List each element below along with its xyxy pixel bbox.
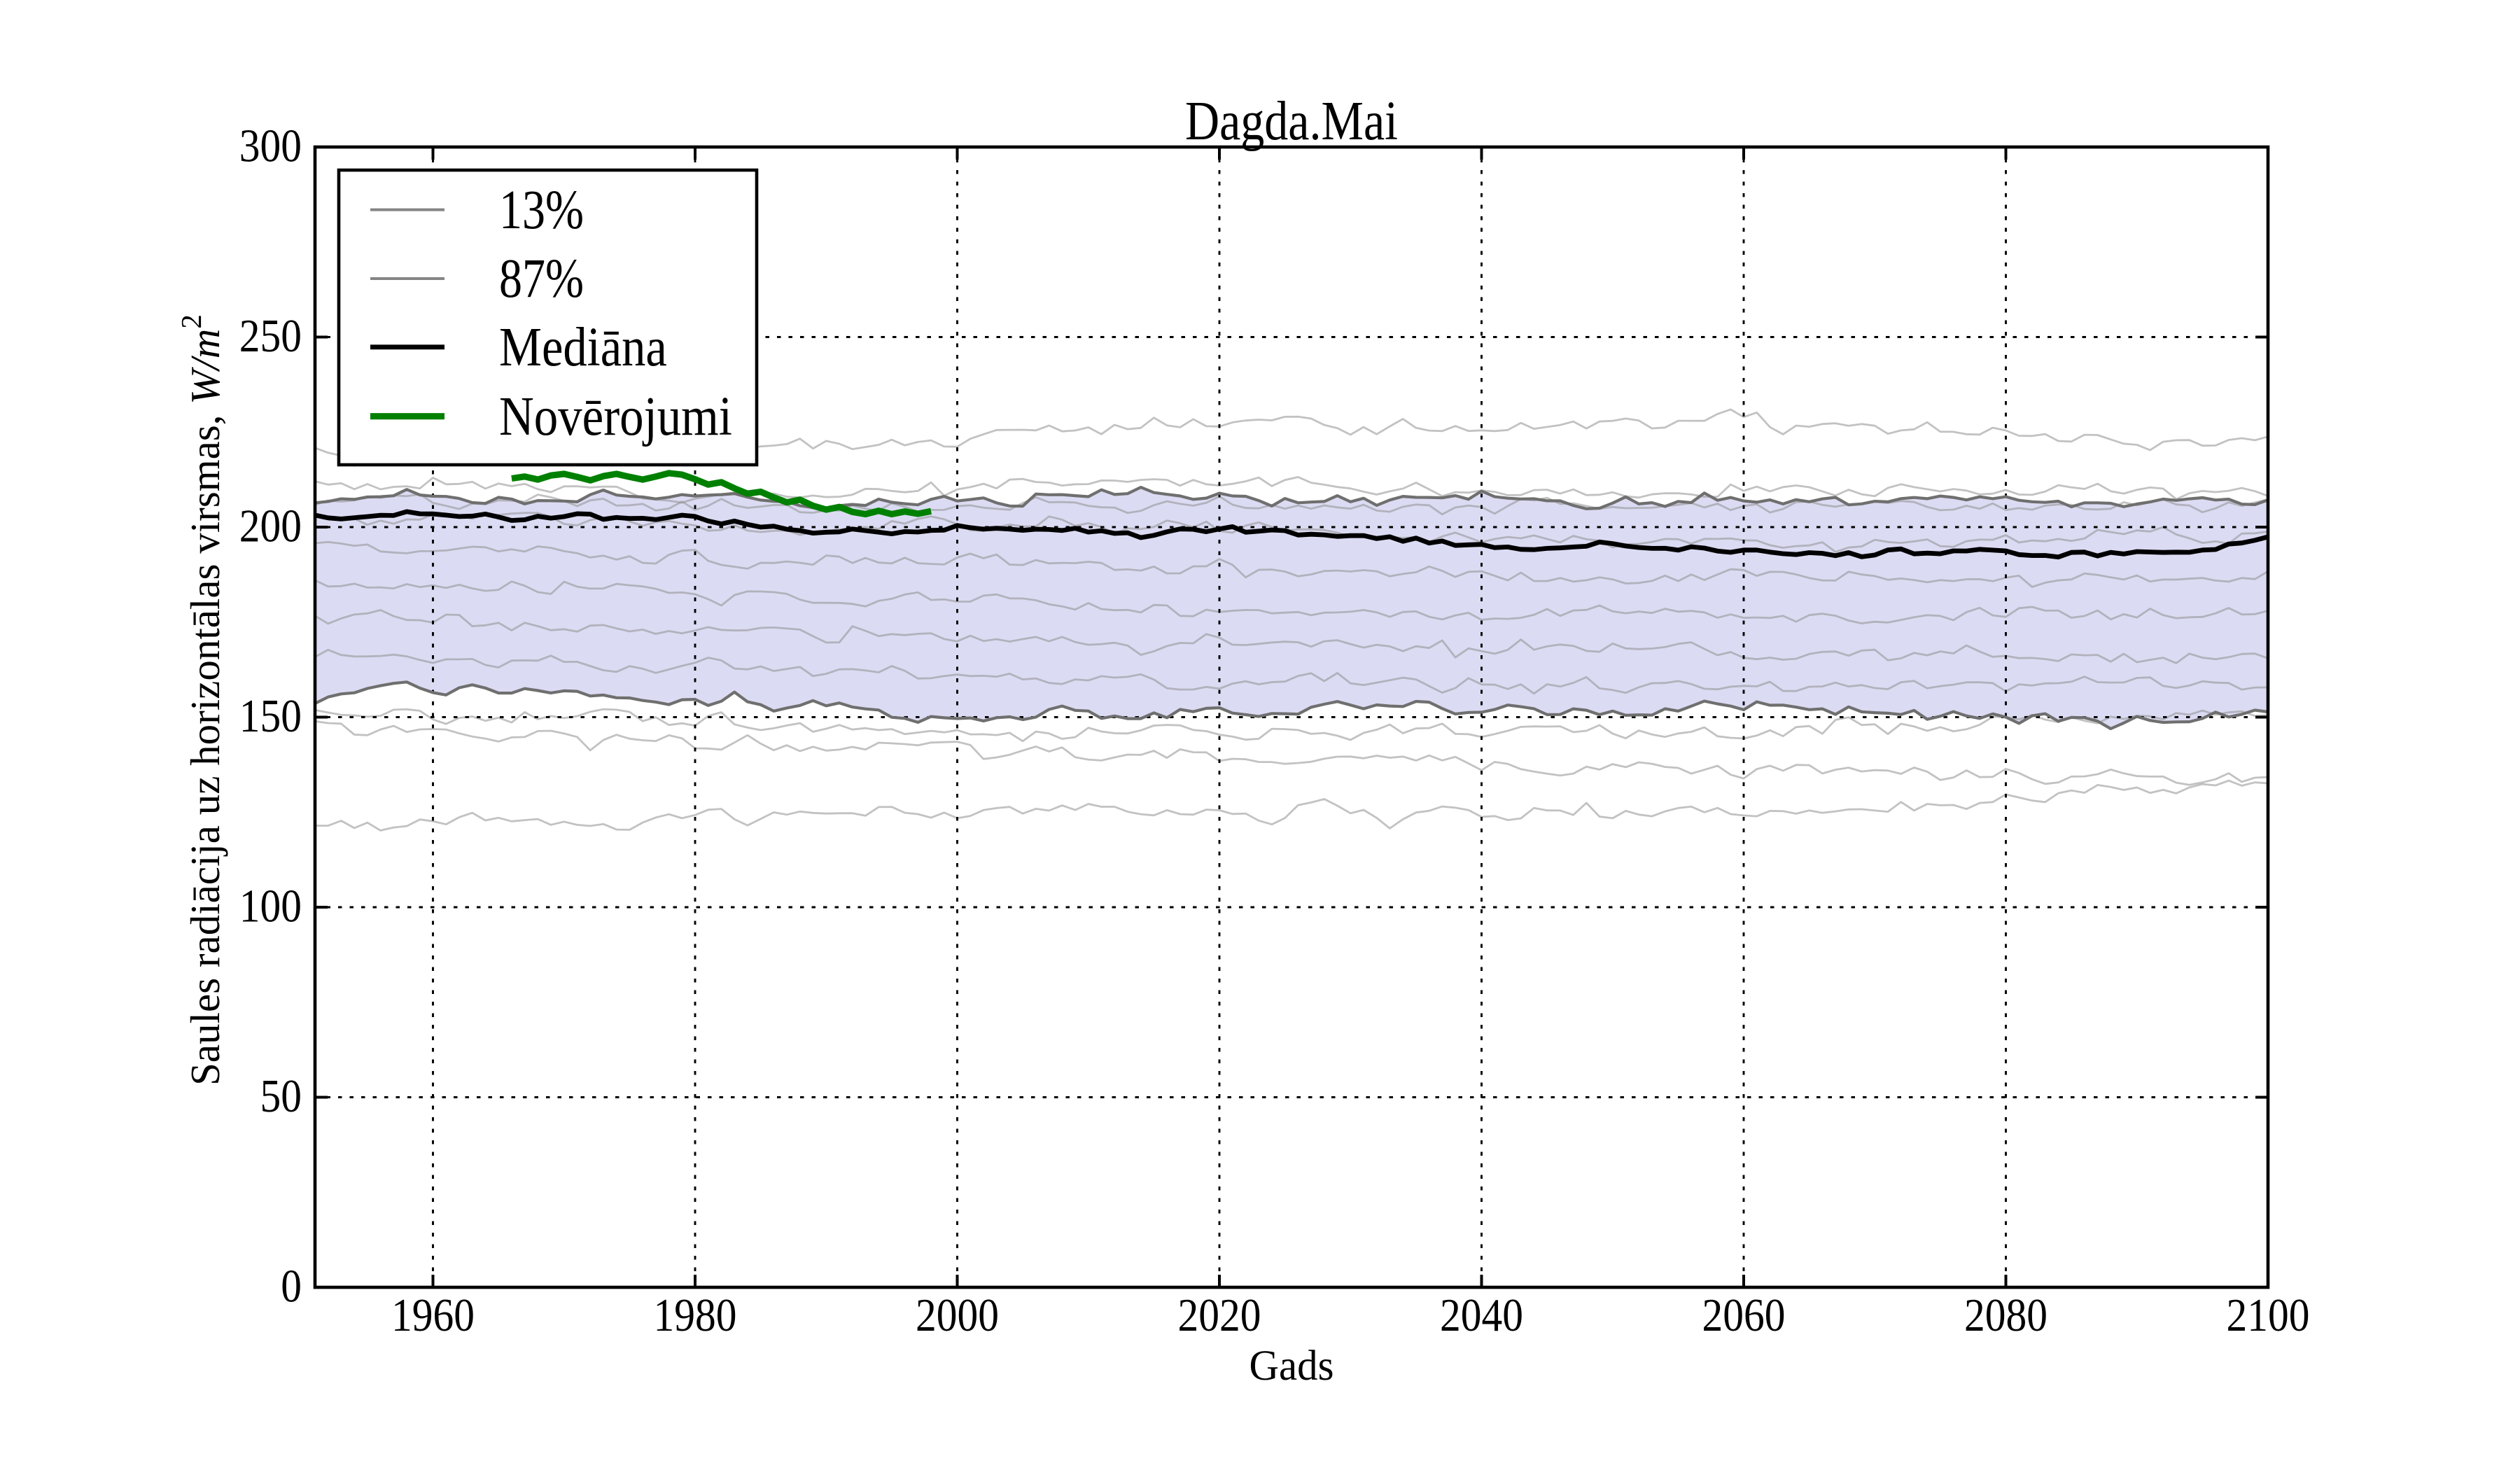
svg-text:2000: 2000	[916, 1289, 999, 1341]
svg-text:87%: 87%	[499, 247, 584, 309]
svg-text:2020: 2020	[1178, 1289, 1261, 1341]
svg-text:2100: 2100	[2227, 1289, 2310, 1341]
svg-text:Dagda.Mai: Dagda.Mai	[1185, 90, 1398, 151]
svg-text:300: 300	[239, 120, 302, 172]
svg-text:250: 250	[239, 310, 302, 362]
svg-text:2080: 2080	[1964, 1289, 2047, 1341]
svg-text:1960: 1960	[391, 1289, 475, 1341]
svg-text:Mediāna: Mediāna	[499, 316, 667, 378]
svg-text:13%: 13%	[499, 178, 584, 240]
svg-text:0: 0	[281, 1260, 302, 1312]
svg-text:2040: 2040	[1440, 1289, 1523, 1341]
svg-text:200: 200	[239, 500, 302, 552]
svg-text:Gads: Gads	[1250, 1342, 1334, 1389]
svg-text:1980: 1980	[654, 1289, 737, 1341]
svg-text:50: 50	[260, 1070, 302, 1122]
svg-text:Saules radiācija uz horizontāl: Saules radiācija uz horizontālas virsmas…	[175, 314, 228, 1086]
svg-text:150: 150	[239, 690, 302, 742]
svg-text:2060: 2060	[1702, 1289, 1786, 1341]
svg-text:100: 100	[239, 880, 302, 932]
svg-text:Novērojumi: Novērojumi	[499, 386, 732, 447]
